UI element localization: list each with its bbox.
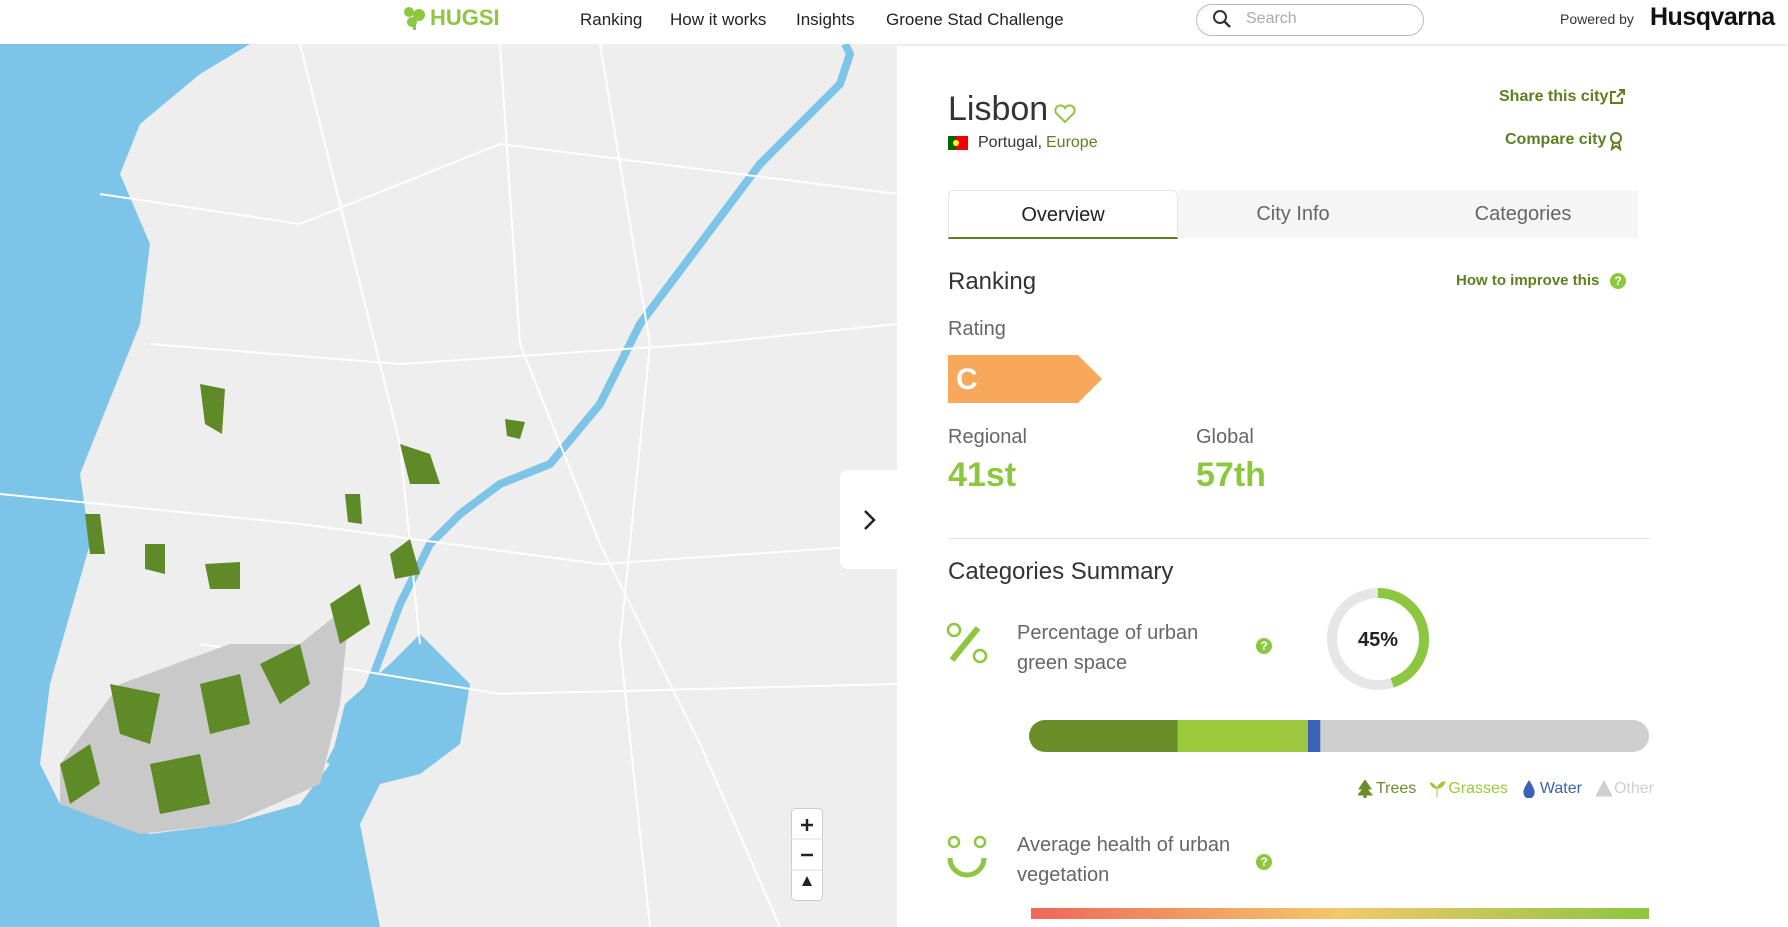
donut-label: 45% [1358, 629, 1398, 651]
nav-link[interactable]: Groene Stad Challenge [886, 10, 1064, 29]
region[interactable]: Europe [1046, 134, 1098, 151]
regional-rank: 41st [948, 456, 1017, 494]
bar-segments [1029, 720, 1649, 752]
compare-icon [1610, 132, 1622, 151]
compare-link[interactable]: Compare city [1505, 131, 1607, 148]
legend-item: Water [1522, 780, 1582, 798]
map[interactable] [0, 44, 897, 927]
country: Portugal, [978, 134, 1043, 151]
legend-label: Grasses [1448, 780, 1508, 797]
flag-icon [948, 136, 968, 150]
tab[interactable]: Overview [948, 190, 1178, 239]
help-icon[interactable]: ? [1256, 638, 1272, 654]
bar-segment [1308, 720, 1321, 752]
powered-by: Powered by [1560, 11, 1634, 27]
global-label: Global [1196, 426, 1254, 448]
legend-label: Trees [1376, 780, 1417, 797]
regional-label: Regional [948, 426, 1027, 448]
land-cover-bar [1029, 720, 1649, 752]
legend-item: Grasses [1430, 780, 1508, 798]
bar-segment [1320, 720, 1649, 752]
help-icon[interactable]: ? [1256, 854, 1272, 870]
legend-icon [1430, 781, 1447, 797]
legend-icon [1595, 780, 1612, 797]
nav-link[interactable]: Ranking [580, 10, 643, 29]
share-link[interactable]: Share this city [1499, 88, 1609, 105]
tab[interactable]: Categories [1408, 190, 1638, 238]
map-toggle[interactable] [840, 470, 897, 569]
logo[interactable]: HUGSI [430, 5, 500, 30]
category-label: Average health of urban vegetation [1017, 834, 1231, 886]
rating: C [956, 363, 978, 396]
brand[interactable]: Husqvarna [1650, 3, 1775, 31]
bar-segment [1177, 720, 1308, 752]
divider [948, 538, 1650, 539]
legend-icon [1358, 780, 1374, 798]
help-icon[interactable]: ? [1610, 273, 1626, 289]
legend-label: Other [1613, 780, 1654, 797]
bar-segment [1029, 720, 1178, 752]
rating-badge [948, 355, 1102, 403]
legend-icon [1523, 780, 1535, 798]
chevron-icon [864, 510, 876, 530]
improve-link[interactable]: How to improve this [1456, 272, 1600, 289]
city-name: Lisbon [948, 90, 1049, 128]
nav-link[interactable]: How it works [670, 10, 767, 29]
legend-label: Water [1539, 780, 1582, 797]
search-placeholder: Search [1246, 10, 1297, 27]
header [0, 0, 1788, 44]
health-icon [947, 835, 987, 878]
search-icon [1213, 10, 1231, 28]
percent-icon [946, 622, 988, 664]
favorite-icon[interactable] [1054, 104, 1076, 124]
rating-label: Rating [948, 318, 1006, 340]
donut-chart: 45% [1327, 588, 1429, 690]
search-box[interactable] [1196, 4, 1424, 36]
section-title: Ranking [948, 268, 1037, 295]
section-title: Categories Summary [948, 558, 1174, 585]
legend-item: Trees [1358, 780, 1416, 798]
donut-arc [1377, 588, 1429, 688]
zoom-controls[interactable] [791, 808, 823, 901]
health-gradient [1031, 908, 1649, 919]
legend: Trees Grasses Water Other [1358, 780, 1654, 798]
logo-icon [404, 7, 425, 30]
legend-item: Other [1595, 780, 1654, 798]
share-icon [1610, 89, 1625, 104]
global-rank: 57th [1196, 456, 1266, 494]
tab[interactable]: City Info [1178, 190, 1408, 238]
nav-link[interactable]: Insights [796, 10, 855, 29]
category-label: Percentage of urban green space [1017, 622, 1199, 674]
